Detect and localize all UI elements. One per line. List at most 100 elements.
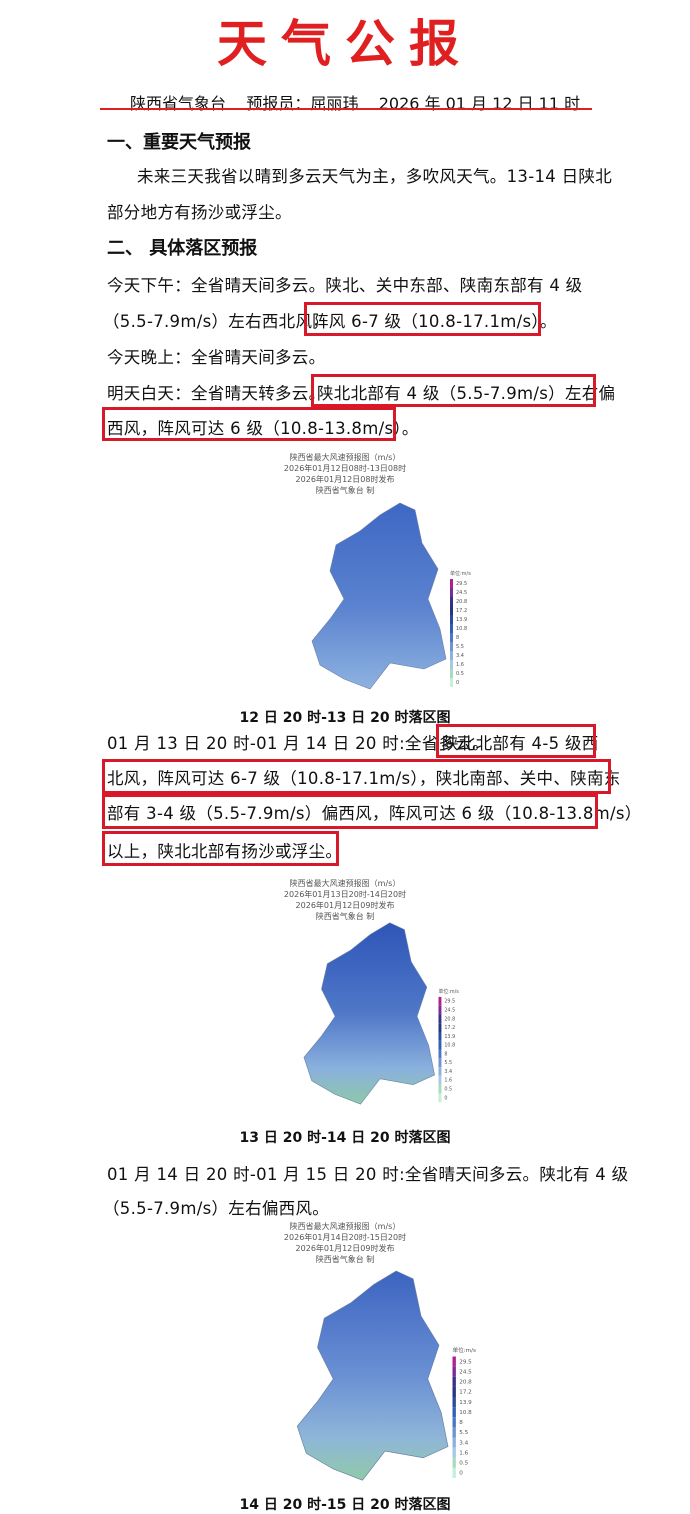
- legend-tick: 3.4: [444, 1069, 452, 1075]
- legend-unit: 单位:m/s: [439, 988, 460, 995]
- legend-swatch: [452, 1386, 456, 1397]
- legend-swatch: [438, 996, 442, 1006]
- legend-swatch: [438, 1067, 442, 1076]
- map-issued: 2026年01月12日08时发布: [295, 475, 395, 484]
- legend-swatch: [452, 1407, 456, 1418]
- map-issued: 2026年01月12日09时发布: [295, 1244, 395, 1253]
- legend-tick: 8: [444, 1051, 447, 1057]
- bulletin-header: 陕西省气象台 预报员：屈丽玮 2026 年 01 月 12 日 11 时: [130, 90, 580, 114]
- legend-tick: 0.5: [444, 1087, 452, 1093]
- legend-tick: 1.6: [456, 662, 464, 668]
- map-header: 陕西省最大风速预报图（m/s） 2026年01月14日20时-15日20时 20…: [0, 1221, 690, 1265]
- legend-swatch: [438, 1075, 442, 1085]
- map-title: 陕西省最大风速预报图（m/s）: [289, 879, 401, 888]
- section1-text-cont: 部分地方有扬沙或浮尘。: [107, 203, 292, 222]
- map-caption: 12 日 20 时-13 日 20 时落区图: [239, 710, 451, 726]
- legend-tick: 1.6: [444, 1078, 452, 1084]
- legend-swatch: [452, 1457, 456, 1468]
- forecast-line: 01 月 13 日 20 时-01 月 14 日 20 时:全省多云。: [107, 734, 489, 753]
- bulletin-title: 天气公报: [217, 14, 473, 73]
- legend: 单位:m/s 29.5 24.5 20.8 17.2 13.9 10.8 8 5.5 3.4 1.6…: [438, 988, 460, 1103]
- legend-unit: 单位:m/s: [453, 1346, 476, 1354]
- legend-swatch: [438, 1040, 442, 1050]
- legend-tick: 20.8: [456, 599, 467, 605]
- map-title: 陕西省最大风速预报图（m/s）: [289, 453, 401, 462]
- forecast-line-highlight: 陕北北部有 4 级（5.5-7.9m/s）左右偏: [317, 384, 616, 403]
- map-caption: 13 日 20 时-14 日 20 时落区图: [239, 1130, 451, 1146]
- legend-tick: 1.6: [459, 1450, 468, 1456]
- highlight-box: [311, 374, 596, 407]
- legend-tick: 13.9: [459, 1400, 472, 1406]
- header-divider: [100, 108, 592, 110]
- legend-swatch: [438, 1023, 442, 1032]
- legend-swatch: [438, 1093, 442, 1103]
- forecast-line: 01 月 14 日 20 时-01 月 15 日 20 时:全省晴天间多云。陕北…: [107, 1165, 629, 1184]
- legend-swatch: [450, 642, 453, 651]
- forecast-line-highlight: 陕北北部有 4-5 级西: [442, 734, 599, 753]
- legend-swatch: [450, 588, 453, 597]
- legend-swatch: [450, 615, 453, 624]
- legend-swatch: [452, 1417, 456, 1428]
- legend-tick: 17.2: [444, 1025, 455, 1031]
- legend-swatch: [452, 1447, 456, 1458]
- forecast-line: 明天白天：全省晴天转多云。: [107, 384, 326, 403]
- forecaster: 预报员：屈丽玮: [246, 94, 359, 113]
- legend-tick: 20.8: [444, 1016, 455, 1022]
- legend-swatch: [438, 1058, 442, 1068]
- legend-tick: 29.5: [444, 999, 455, 1005]
- legend-swatch: [450, 597, 453, 606]
- legend-tick: 29.5: [459, 1359, 472, 1365]
- legend-swatch: [438, 1084, 442, 1094]
- map-maker: 陕西省气象台 制: [315, 486, 375, 495]
- forecast-line: （5.5-7.9m/s）左右西北风，: [103, 312, 330, 331]
- forecast-line-highlight: 西风，阵风可达 6 级（10.8-13.8m/s）。: [107, 419, 419, 438]
- legend-tick: 24.5: [444, 1008, 455, 1014]
- highlight-box: [102, 407, 396, 441]
- wind-map-1: 单位:m/s 29.5 24.5 20.8 17.2 13.9 10.8 8 5.5 3.4 1.6…: [311, 502, 471, 690]
- legend-tick: 5.5: [459, 1430, 468, 1436]
- legend-tick: 5.5: [456, 644, 464, 650]
- legend-swatch: [438, 1014, 442, 1024]
- legend-swatch: [450, 669, 453, 678]
- forecast-line-highlight: 北风，阵风可达 6-7 级（10.8-17.1m/s），陕北南部、关中、陕南东: [107, 769, 621, 788]
- legend-swatch: [438, 1032, 442, 1041]
- section1-heading: 一、重要天气预报: [107, 132, 251, 153]
- legend-swatch: [452, 1366, 456, 1377]
- legend-tick: 8: [459, 1420, 463, 1426]
- forecast-line: 今天下午：全省晴天间多云。陕北、关中东部、陕南东部有 4 级: [107, 276, 583, 295]
- legend-tick: 10.8: [459, 1410, 472, 1416]
- map-period: 2026年01月13日20时-14日20时: [283, 890, 407, 899]
- map-title: 陕西省最大风速预报图（m/s）: [289, 1222, 401, 1231]
- forecast-line-highlight: 阵风 6-7 级（10.8-17.1m/s）。: [312, 312, 557, 331]
- map-header: 陕西省最大风速预报图（m/s） 2026年01月13日20时-14日20时 20…: [0, 878, 690, 922]
- legend-tick: 0.5: [459, 1461, 468, 1467]
- map-caption: 14 日 20 时-15 日 20 时落区图: [239, 1497, 451, 1513]
- legend-tick: 0: [444, 1095, 447, 1101]
- map-period: 2026年01月14日20时-15日20时: [283, 1233, 407, 1242]
- map-header: 陕西省最大风速预报图（m/s） 2026年01月12日08时-13日08时 20…: [0, 452, 690, 496]
- legend-swatch: [450, 651, 453, 660]
- forecast-line-highlight: 以上，陕北北部有扬沙或浮尘。: [107, 842, 343, 861]
- legend-swatch: [450, 624, 453, 633]
- highlight-box: [102, 831, 339, 866]
- legend-swatch: [450, 660, 453, 669]
- legend-tick: 3.4: [459, 1440, 468, 1446]
- forecast-line: 今天晚上：全省晴天间多云。: [107, 348, 326, 367]
- legend-swatch: [452, 1397, 456, 1408]
- legend-swatch: [452, 1427, 456, 1438]
- legend-tick: 24.5: [459, 1369, 472, 1375]
- legend-tick: 0: [456, 680, 459, 686]
- legend-tick: 20.8: [459, 1380, 472, 1386]
- legend-tick: 5.5: [444, 1060, 452, 1066]
- section2-heading: 二、 具体落区预报: [107, 238, 258, 259]
- legend-tick: 10.8: [444, 1043, 455, 1049]
- forecast-line: （5.5-7.9m/s）左右偏西风。: [103, 1199, 330, 1218]
- legend-tick: 13.9: [444, 1034, 455, 1040]
- shaanxi-province-shape: [296, 1270, 449, 1481]
- forecast-line-highlight: 部有 3-4 级（5.5-7.9m/s）偏西风，阵风可达 6 级（10.8-13…: [107, 804, 642, 823]
- org: 陕西省气象台: [130, 94, 227, 113]
- legend-swatch: [452, 1437, 456, 1448]
- legend-tick: 29.5: [456, 581, 467, 587]
- legend-tick: 13.9: [456, 617, 467, 623]
- map-maker: 陕西省气象台 制: [315, 1255, 375, 1264]
